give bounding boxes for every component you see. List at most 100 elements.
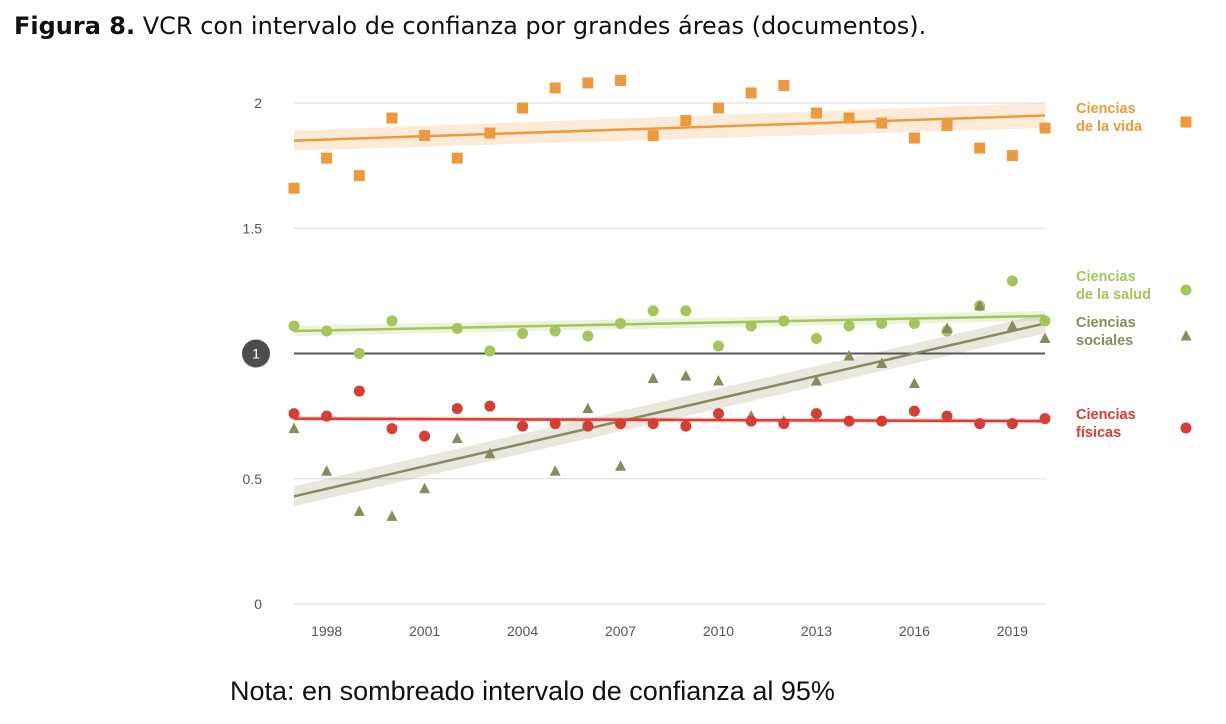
data-points [288, 74, 1051, 521]
point-ciencias-fisicas [517, 420, 529, 432]
point-ciencias-fisicas [582, 420, 594, 432]
point-ciencias-de-la-vida [419, 130, 431, 142]
point-ciencias-de-la-vida [778, 79, 790, 91]
confidence-band-ciencias-de-la-vida [294, 103, 1045, 151]
point-ciencias-sociales [974, 299, 986, 311]
legend-marker-ciencias-fisicas [1180, 422, 1192, 434]
point-ciencias-de-la-vida [582, 77, 594, 89]
x-tick-label: 1998 [311, 623, 342, 639]
point-ciencias-sociales [1006, 319, 1018, 331]
legend-label-ciencias-sociales: Ciencias [1076, 315, 1136, 331]
reference-badge [242, 339, 270, 368]
legend-marker-ciencias-de-la-vida [1180, 116, 1192, 128]
trend-line-ciencias-sociales [293, 322, 1046, 498]
point-ciencias-de-la-vida [321, 152, 333, 164]
grid-lines [294, 102, 1045, 605]
point-ciencias-sociales [353, 505, 365, 516]
legend-label-ciencias-fisicas: Ciencias [1076, 407, 1136, 423]
legend-marker-ciencias-sociales [1180, 330, 1192, 341]
x-tick-label: 2016 [899, 623, 930, 639]
x-tick-label: 2004 [507, 623, 538, 639]
point-ciencias-fisicas [647, 418, 659, 430]
point-ciencias-de-la-vida [680, 115, 692, 127]
point-ciencias-de-la-vida [941, 120, 953, 132]
reference-badge-label: 1 [252, 346, 260, 362]
point-ciencias-de-la-salud [615, 317, 627, 329]
point-ciencias-sociales [451, 432, 463, 444]
y-tick-label: 0 [254, 596, 262, 612]
point-ciencias-sociales [876, 357, 888, 369]
point-ciencias-de-la-vida [1006, 150, 1018, 162]
point-ciencias-sociales [647, 372, 659, 384]
point-ciencias-de-la-salud [517, 327, 529, 339]
point-ciencias-fisicas [843, 415, 855, 427]
point-ciencias-de-la-salud [288, 320, 300, 332]
point-ciencias-fisicas [778, 418, 790, 430]
point-ciencias-de-la-vida [712, 102, 724, 114]
point-ciencias-de-la-salud [908, 317, 920, 329]
legend-label-ciencias-de-la-vida: Ciencias [1076, 101, 1136, 117]
confidence-bands [294, 103, 1045, 507]
point-ciencias-sociales [810, 375, 822, 386]
point-ciencias-sociales [582, 402, 594, 414]
point-ciencias-de-la-vida [451, 152, 463, 164]
chart-note: Nota: en sombreado intervalo de confianz… [230, 676, 835, 706]
point-ciencias-sociales [1039, 332, 1051, 343]
point-ciencias-de-la-salud [549, 325, 561, 337]
point-ciencias-de-la-vida [615, 74, 627, 86]
point-ciencias-de-la-vida [843, 112, 855, 124]
point-ciencias-sociales [908, 377, 920, 389]
point-ciencias-sociales [941, 322, 953, 333]
point-ciencias-de-la-salud [647, 305, 659, 317]
figure-caption-text: VCR con intervalo de confianza por grand… [142, 12, 927, 40]
point-ciencias-sociales [484, 447, 496, 459]
point-ciencias-de-la-salud [810, 332, 822, 344]
point-ciencias-de-la-vida [745, 87, 757, 99]
point-ciencias-de-la-vida [386, 112, 398, 124]
point-ciencias-de-la-vida [1039, 122, 1051, 134]
point-ciencias-fisicas [908, 405, 920, 417]
point-ciencias-sociales [843, 350, 855, 361]
point-ciencias-fisicas [549, 418, 561, 430]
trend-line-ciencias-de-la-salud [293, 314, 1046, 333]
point-ciencias-de-la-vida [974, 142, 986, 154]
trend-line-ciencias-fisicas [293, 417, 1046, 423]
x-tick-label: 2019 [997, 623, 1028, 639]
point-ciencias-de-la-vida [549, 82, 561, 94]
point-ciencias-de-la-salud [386, 315, 398, 327]
point-ciencias-de-la-salud [1006, 275, 1018, 287]
point-ciencias-de-la-salud [451, 322, 463, 334]
point-ciencias-de-la-vida [484, 127, 496, 139]
point-ciencias-de-la-salud [680, 305, 692, 317]
point-ciencias-de-la-salud [353, 348, 365, 359]
point-ciencias-fisicas [288, 408, 300, 420]
y-tick-label: 0.5 [243, 471, 263, 487]
point-ciencias-fisicas [745, 415, 757, 427]
point-ciencias-fisicas [1006, 418, 1018, 430]
legend-label-ciencias-de-la-vida: de la vida [1076, 119, 1143, 135]
point-ciencias-de-la-salud [843, 320, 855, 332]
point-ciencias-fisicas [810, 408, 822, 420]
point-ciencias-fisicas [876, 415, 888, 427]
point-ciencias-de-la-salud [582, 330, 594, 342]
point-ciencias-sociales [419, 482, 431, 494]
point-ciencias-de-la-salud [876, 317, 888, 329]
point-ciencias-de-la-salud [745, 320, 757, 332]
point-ciencias-fisicas [419, 430, 431, 442]
point-ciencias-sociales [288, 422, 300, 434]
legend-marker-ciencias-de-la-salud [1180, 284, 1192, 296]
point-ciencias-de-la-salud [778, 315, 790, 327]
point-ciencias-de-la-vida [288, 182, 300, 194]
point-ciencias-de-la-vida [517, 102, 529, 114]
point-ciencias-de-la-salud [712, 340, 724, 352]
point-ciencias-sociales [549, 465, 561, 476]
x-tick-label: 2010 [703, 623, 734, 639]
point-ciencias-sociales [680, 370, 692, 381]
point-ciencias-sociales [712, 375, 724, 386]
point-ciencias-de-la-salud [321, 325, 333, 337]
point-ciencias-fisicas [941, 410, 953, 422]
x-tick-label: 2007 [605, 623, 636, 639]
point-ciencias-fisicas [712, 408, 724, 420]
point-ciencias-fisicas [321, 410, 333, 422]
